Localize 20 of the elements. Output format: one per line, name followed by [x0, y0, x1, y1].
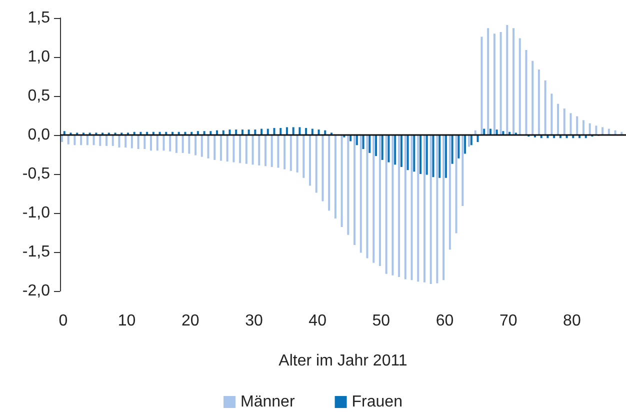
x-tick-label: 10: [118, 312, 136, 330]
y-tick-label: -1,5: [22, 244, 50, 260]
x-tick-label: 30: [245, 312, 263, 330]
x-tick-label: 60: [436, 312, 454, 330]
x-tick-label: 70: [499, 312, 518, 330]
legend-label: Männer: [240, 394, 296, 410]
y-tick-label: 0,5: [28, 88, 50, 104]
y-tick-label: -0,5: [22, 166, 50, 182]
y-tick-label: -1,0: [22, 204, 50, 222]
legend-label: Frauen: [352, 394, 402, 410]
x-tick-label: 40: [308, 312, 327, 330]
x-axis-title: Alter im Jahr 2011: [278, 352, 408, 370]
y-tick-label: 1,5: [28, 10, 50, 26]
y-tick-label: 0,0: [28, 126, 50, 144]
y-tick-label: -2,0: [22, 282, 50, 300]
x-tick-label: 0: [58, 312, 68, 330]
x-tick-label: 50: [372, 312, 390, 330]
x-tick-label: 80: [563, 312, 581, 330]
y-tick-label: 1,0: [28, 48, 50, 66]
x-tick-label: 20: [181, 312, 200, 330]
